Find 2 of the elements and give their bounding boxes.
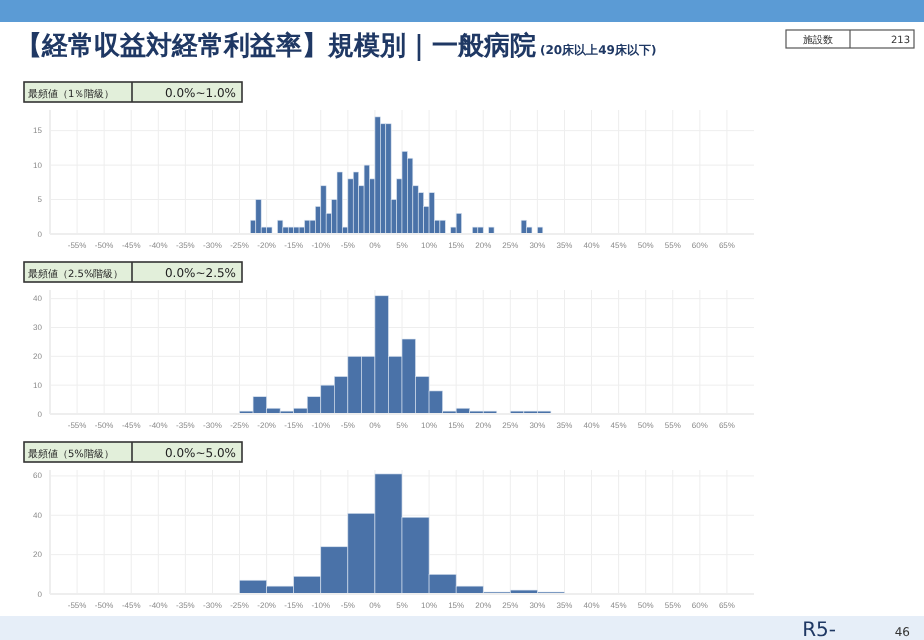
chart-title: 【経常収益対経常利益率】規模別｜一般病院 bbox=[16, 30, 536, 62]
text: R5- bbox=[802, 620, 837, 640]
